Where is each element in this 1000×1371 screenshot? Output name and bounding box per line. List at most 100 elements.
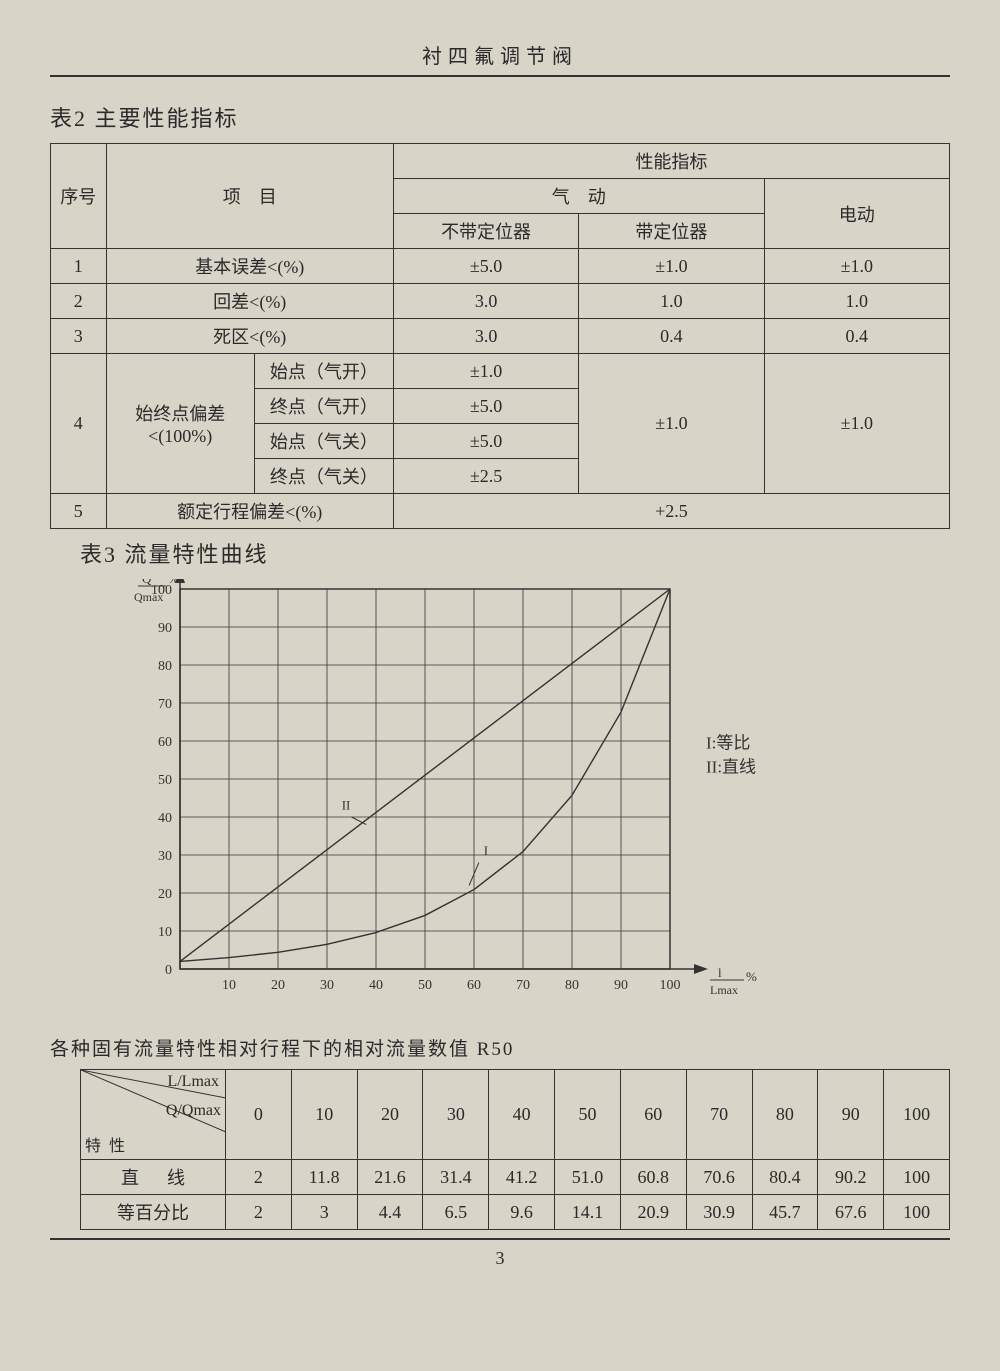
t2-r4-c: ±1.0 bbox=[764, 354, 949, 494]
t3-diag-cell: L/Lmax Q/Qmax 特性 bbox=[81, 1070, 226, 1160]
svg-text:100: 100 bbox=[660, 978, 681, 993]
t3-cell: 11.8 bbox=[291, 1160, 357, 1195]
svg-text:Lmax: Lmax bbox=[710, 983, 738, 997]
t2-r2-c: 1.0 bbox=[764, 284, 949, 319]
t3-cell: 60.8 bbox=[620, 1160, 686, 1195]
t2-r5-n: 5 bbox=[51, 494, 107, 529]
svg-text:30: 30 bbox=[158, 849, 172, 864]
t3-cell: 100 bbox=[884, 1160, 950, 1195]
t3-col: 100 bbox=[884, 1070, 950, 1160]
t2-r1-n: 1 bbox=[51, 249, 107, 284]
t2-r4-s2: 终点（气开） bbox=[254, 389, 393, 424]
svg-text:70: 70 bbox=[516, 978, 530, 993]
t3-col: 30 bbox=[423, 1070, 489, 1160]
svg-text:80: 80 bbox=[565, 978, 579, 993]
svg-text:50: 50 bbox=[158, 773, 172, 788]
table3-caption: 各种固有流量特性相对行程下的相对流量数值 R50 bbox=[50, 1034, 950, 1061]
t3-cell: 67.6 bbox=[818, 1195, 884, 1230]
t3-col: 60 bbox=[620, 1070, 686, 1160]
t3-cell: 51.0 bbox=[555, 1160, 621, 1195]
svg-text:I: I bbox=[484, 843, 488, 858]
chart-title: 表3 流量特性曲线 bbox=[80, 537, 950, 569]
t3-col: 80 bbox=[752, 1070, 818, 1160]
t2-r2-n: 2 bbox=[51, 284, 107, 319]
t3-cell: 41.2 bbox=[489, 1160, 555, 1195]
t3-col: 70 bbox=[686, 1070, 752, 1160]
t3-row: 等百分比234.46.59.614.120.930.945.767.6100 bbox=[81, 1195, 950, 1230]
t3-col: 90 bbox=[818, 1070, 884, 1160]
t3-cell: 100 bbox=[884, 1195, 950, 1230]
svg-text:70: 70 bbox=[158, 697, 172, 712]
table2-title: 表2 主要性能指标 bbox=[50, 101, 950, 133]
t3-cell: 45.7 bbox=[752, 1195, 818, 1230]
svg-text:Qmax: Qmax bbox=[134, 590, 163, 604]
svg-text:%: % bbox=[746, 969, 757, 984]
page-number: 3 bbox=[50, 1248, 950, 1269]
t2-r4-item: 始终点偏差<(100%) bbox=[106, 354, 254, 494]
svg-text:40: 40 bbox=[369, 978, 383, 993]
t3-col: 0 bbox=[226, 1070, 292, 1160]
t2-head-elec: 电动 bbox=[764, 179, 949, 249]
t3-cell: 4.4 bbox=[357, 1195, 423, 1230]
t3-cell: 70.6 bbox=[686, 1160, 752, 1195]
t3-cell: 30.9 bbox=[686, 1195, 752, 1230]
t2-r4-n: 4 bbox=[51, 354, 107, 494]
svg-text:20: 20 bbox=[271, 978, 285, 993]
flow-chart: 1009080706050403020100102030405060708090… bbox=[110, 579, 870, 1019]
t2-r4-s4: 终点（气关） bbox=[254, 459, 393, 494]
t3-cell: 2 bbox=[226, 1160, 292, 1195]
svg-text:0: 0 bbox=[165, 963, 172, 978]
svg-text:10: 10 bbox=[222, 978, 236, 993]
top-rule bbox=[50, 75, 950, 77]
t2-r3-n: 3 bbox=[51, 319, 107, 354]
t3-col: 40 bbox=[489, 1070, 555, 1160]
t3-row: 直线211.821.631.441.251.060.870.680.490.21… bbox=[81, 1160, 950, 1195]
diag-top: L/Lmax bbox=[167, 1073, 219, 1091]
svg-text:30: 30 bbox=[320, 978, 334, 993]
diag-mid: Q/Qmax bbox=[166, 1102, 221, 1120]
t2-r2-item: 回差<(%) bbox=[106, 284, 393, 319]
t3-cell: 2 bbox=[226, 1195, 292, 1230]
svg-text:90: 90 bbox=[614, 978, 628, 993]
svg-text:80: 80 bbox=[158, 659, 172, 674]
t2-head-seq: 序号 bbox=[51, 144, 107, 249]
svg-text:l: l bbox=[718, 965, 722, 980]
t2-r4-a4: ±2.5 bbox=[393, 459, 578, 494]
t2-r3-c: 0.4 bbox=[764, 319, 949, 354]
svg-text:I:等比: I:等比 bbox=[706, 734, 750, 753]
t2-head-wpos: 带定位器 bbox=[579, 214, 764, 249]
svg-text:%: % bbox=[168, 579, 179, 586]
t2-head-pneu: 气 动 bbox=[393, 179, 764, 214]
t3-cell: 80.4 bbox=[752, 1160, 818, 1195]
t3-col: 50 bbox=[555, 1070, 621, 1160]
t2-r4-a3: ±5.0 bbox=[393, 424, 578, 459]
t2-r3-b: 0.4 bbox=[579, 319, 764, 354]
t3-cell: 9.6 bbox=[489, 1195, 555, 1230]
t2-head-nopos: 不带定位器 bbox=[393, 214, 578, 249]
svg-text:II: II bbox=[342, 797, 351, 812]
bottom-rule bbox=[50, 1238, 950, 1240]
t2-r1-b: ±1.0 bbox=[579, 249, 764, 284]
svg-text:Q: Q bbox=[142, 579, 152, 586]
diag-bot: 特性 bbox=[85, 1132, 133, 1156]
table2: 序号 项 目 性能指标 气 动 电动 不带定位器 带定位器 1 基本误差<(%)… bbox=[50, 143, 950, 529]
t3-row-label: 等百分比 bbox=[81, 1195, 226, 1230]
svg-text:90: 90 bbox=[158, 621, 172, 636]
t2-r4-b: ±1.0 bbox=[579, 354, 764, 494]
t3-row-label: 直线 bbox=[81, 1160, 226, 1195]
t2-head-perf: 性能指标 bbox=[393, 144, 949, 179]
page-header: 衬四氟调节阀 bbox=[50, 40, 950, 75]
svg-text:20: 20 bbox=[158, 887, 172, 902]
t3-cell: 3 bbox=[291, 1195, 357, 1230]
t2-head-item: 项 目 bbox=[106, 144, 393, 249]
t3-cell: 14.1 bbox=[555, 1195, 621, 1230]
t2-r4-a1: ±1.0 bbox=[393, 354, 578, 389]
t2-r1-a: ±5.0 bbox=[393, 249, 578, 284]
svg-text:60: 60 bbox=[158, 735, 172, 750]
svg-text:60: 60 bbox=[467, 978, 481, 993]
t2-r1-c: ±1.0 bbox=[764, 249, 949, 284]
t2-r1-item: 基本误差<(%) bbox=[106, 249, 393, 284]
t2-r3-a: 3.0 bbox=[393, 319, 578, 354]
t3-cell: 31.4 bbox=[423, 1160, 489, 1195]
t2-r4-s1: 始点（气开） bbox=[254, 354, 393, 389]
